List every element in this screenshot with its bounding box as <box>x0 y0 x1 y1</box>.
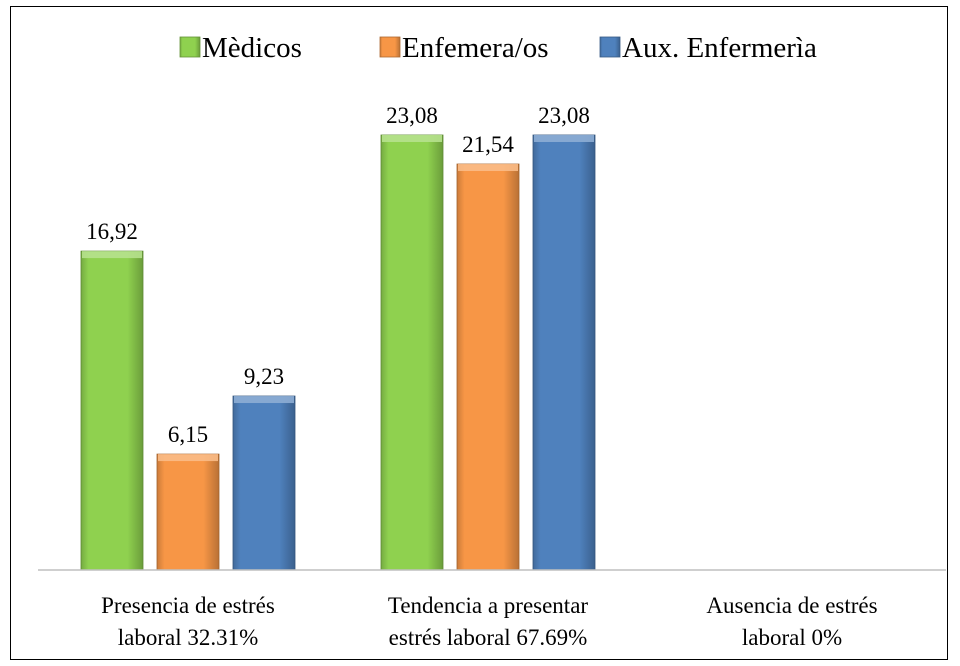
bar-body <box>232 395 296 571</box>
legend-swatch-aux-enfermeria <box>599 36 621 58</box>
bar-medicos-2 <box>380 134 444 571</box>
legend-swatch-enfemera-os <box>379 36 401 58</box>
legend-label-aux-enfermeria: Aux. Enfermerìa <box>622 32 817 64</box>
value-labels: 16,92 6,15 9,23 23,08 21,54 23,08 <box>86 103 590 447</box>
value-label-enfemera-os-1: 6,15 <box>168 422 208 447</box>
bar-top-bevel <box>458 164 518 172</box>
legend-label-medicos: Mèdicos <box>202 32 302 64</box>
category-label-line: Tendencia a presentar <box>388 593 589 618</box>
legend-swatch-medicos <box>179 36 201 58</box>
legend-item-aux-enfermeria: Aux. Enfermerìa <box>599 32 817 64</box>
legend-item-enfemera-os: Enfemera/os <box>379 32 549 64</box>
bar-top-bevel <box>234 396 294 404</box>
category-label-1: Presencia de estrés laboral 32.31% <box>101 593 275 650</box>
bar-aux-enfermeria-1 <box>232 395 296 571</box>
category-label-line: laboral 0% <box>742 625 842 650</box>
value-label-medicos-1: 16,92 <box>86 219 138 244</box>
category-label-3: Ausencia de estrés laboral 0% <box>706 593 877 650</box>
category-label-line: Presencia de estrés <box>101 593 275 618</box>
bar-top-bevel <box>82 251 142 259</box>
bar-body <box>532 134 596 571</box>
category-label-2: Tendencia a presentar estrés laboral 67.6… <box>388 593 589 650</box>
bar-medicos-1 <box>80 250 144 571</box>
bar-body <box>380 134 444 571</box>
category-label-line: estrés laboral 67.69% <box>389 625 588 650</box>
bars <box>80 134 596 571</box>
legend-item-medicos: Mèdicos <box>179 32 302 64</box>
bar-aux-enfermeria-2 <box>532 134 596 571</box>
bar-enfemera-os-2 <box>456 163 520 571</box>
bar-top-bevel <box>158 454 218 462</box>
value-label-aux-enfermeria-2: 23,08 <box>538 103 590 128</box>
bar-top-bevel <box>534 135 594 142</box>
bar-body <box>156 453 220 571</box>
bar-body <box>80 250 144 571</box>
category-label-line: laboral 32.31% <box>118 625 259 650</box>
value-label-medicos-2: 23,08 <box>386 103 438 128</box>
value-label-aux-enfermeria-1: 9,23 <box>244 364 284 389</box>
legend: Mèdicos Enfemera/os Aux. Enfermerìa <box>179 32 817 64</box>
value-label-enfemera-os-2: 21,54 <box>462 132 514 157</box>
category-labels: Presencia de estrés laboral 32.31% Tendenc… <box>101 593 877 650</box>
bar-enfemera-os-1 <box>156 453 220 571</box>
bar-top-bevel <box>382 135 442 142</box>
legend-label-enfemera-os: Enfemera/os <box>402 32 549 64</box>
category-label-line: Ausencia de estrés <box>706 593 877 618</box>
bar-body <box>456 163 520 571</box>
